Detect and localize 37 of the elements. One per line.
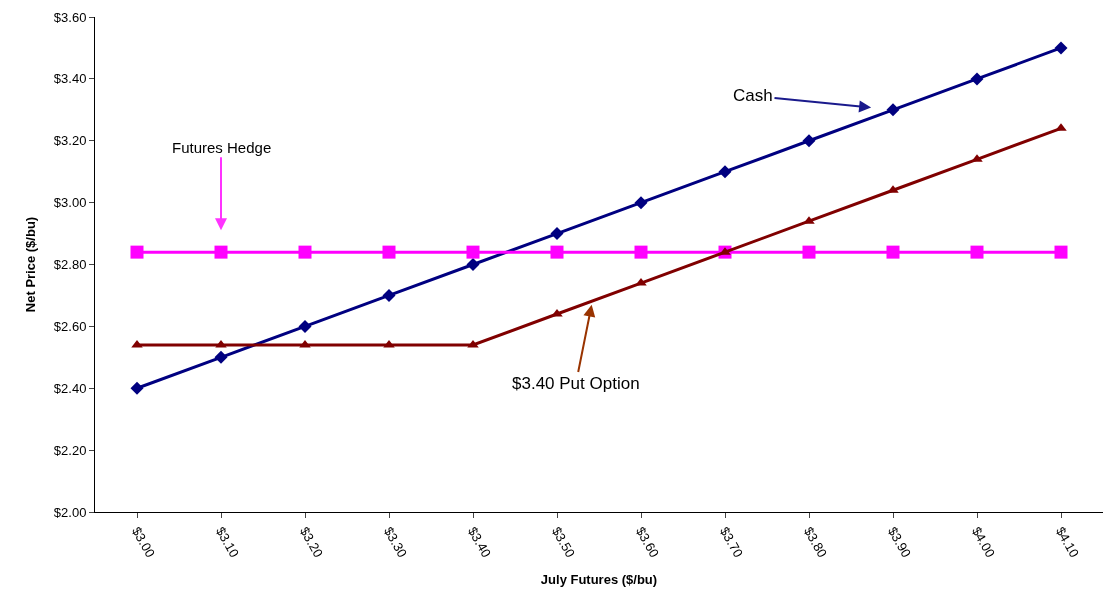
point: [634, 196, 648, 210]
x-axis-title: July Futures ($/bu): [540, 571, 658, 587]
point: [298, 319, 312, 333]
point: [382, 288, 396, 302]
point: [466, 258, 480, 271]
point: [130, 381, 144, 395]
point: [214, 245, 228, 259]
point: [802, 245, 816, 259]
point: [886, 103, 900, 117]
point: [130, 245, 144, 259]
point: [298, 245, 312, 259]
y-axis-title: Net Price ($/bu): [22, 216, 38, 313]
point: [550, 227, 564, 241]
text: $3.40 Put Option: [512, 374, 640, 393]
y-tick-label: $3.20: [53, 133, 87, 149]
point: [970, 245, 984, 259]
point: [466, 245, 480, 259]
y-tick-label: $2.00: [53, 504, 87, 520]
y-tick-label: $2.80: [53, 257, 87, 273]
point: [1054, 245, 1068, 259]
point: [970, 72, 984, 86]
text: Futures Hedge: [172, 139, 272, 156]
y-tick-label: $2.60: [53, 318, 87, 334]
point: [550, 245, 564, 259]
point: [214, 350, 228, 364]
y-tick-label: $2.40: [53, 380, 87, 396]
point: [1054, 41, 1068, 55]
point: [886, 245, 900, 259]
y-tick-label: $3.40: [53, 71, 87, 87]
text: Cash: [733, 86, 773, 105]
point: [382, 245, 396, 259]
point: [802, 134, 816, 148]
y-tick-label: $3.00: [53, 195, 87, 211]
point: [718, 165, 732, 179]
y-tick-label: $2.20: [53, 442, 87, 458]
point: [634, 245, 648, 259]
y-tick-label: $3.60: [53, 9, 87, 25]
